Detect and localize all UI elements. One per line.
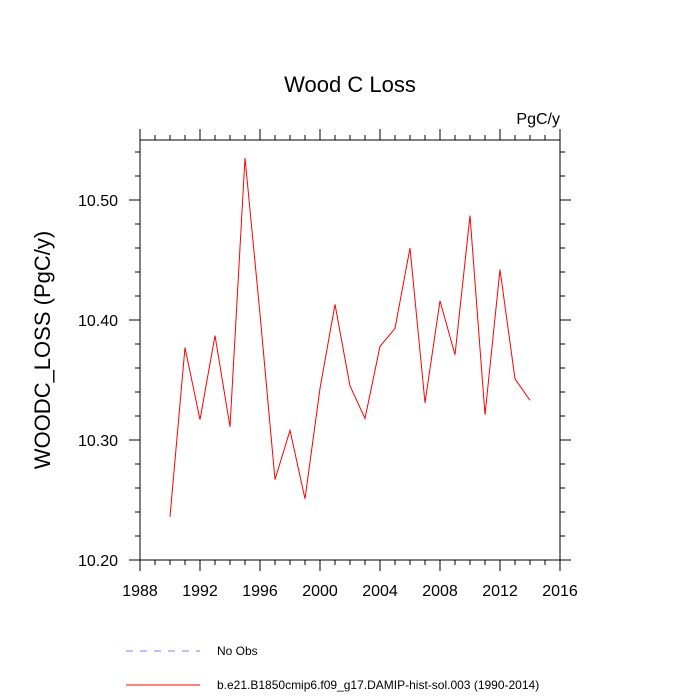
x-tick-label: 2008	[422, 583, 458, 600]
legend-label-0: No Obs	[217, 644, 258, 658]
plot-frame	[139, 139, 561, 561]
x-tick-label: 1992	[182, 583, 218, 600]
y-tick-label: 10.50	[78, 193, 118, 210]
legend: No Obs b.e21.B1850cmip6.f09_g17.DAMIP-his…	[126, 644, 539, 692]
axis-ticks	[129, 129, 571, 571]
x-tick-label: 1996	[242, 583, 278, 600]
y-axis-label: WOODC_LOSS (PgC/y)	[30, 231, 55, 469]
chart-title: Wood C Loss	[284, 72, 416, 97]
legend-label-1: b.e21.B1850cmip6.f09_g17.DAMIP-hist-sol.…	[217, 678, 539, 692]
x-tick-label: 2016	[542, 583, 578, 600]
x-tick-label: 2000	[302, 583, 338, 600]
y-tick-label: 10.40	[78, 313, 118, 330]
y-tick-label: 10.20	[78, 553, 118, 570]
series-line-0	[169, 157, 531, 517]
y-tick-label: 10.30	[78, 433, 118, 450]
series-group	[169, 157, 531, 517]
x-tick-label: 2004	[362, 583, 398, 600]
units-label: PgC/y	[516, 111, 560, 128]
x-tick-label: 2012	[482, 583, 518, 600]
x-tick-label: 1988	[122, 583, 158, 600]
axis-tick-labels: 1988 1992 1996 2000 2004 2008 2012 2016 10.20 10.…	[78, 193, 578, 600]
